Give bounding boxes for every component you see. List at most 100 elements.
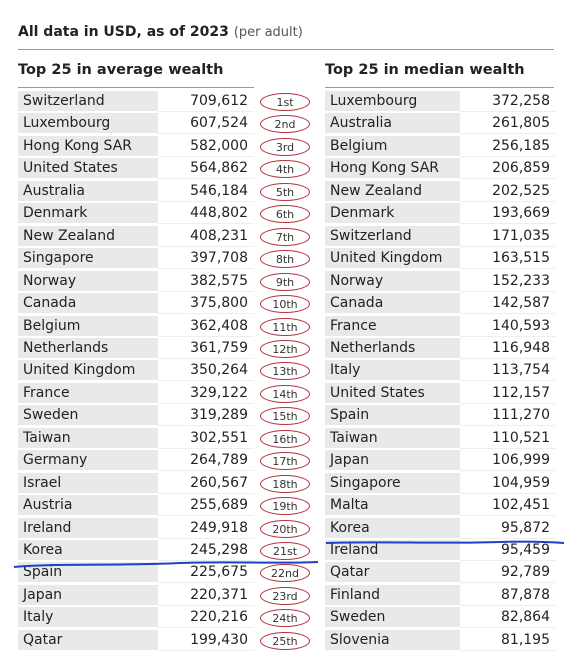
rank: 13th (260, 362, 310, 381)
median-header: Top 25 in median wealth (325, 62, 525, 78)
rank: 24th (260, 609, 310, 628)
wealth: 104,959 (460, 473, 556, 494)
wealth: 220,216 (158, 607, 254, 629)
country: Qatar (325, 562, 460, 584)
country: Luxembourg (18, 113, 158, 135)
country: Sweden (325, 607, 460, 629)
rank: 25th (260, 631, 310, 650)
wealth: 382,575 (158, 271, 254, 292)
rank: 21st (260, 542, 310, 560)
wealth: 264,789 (158, 450, 254, 472)
wealth: 448,802 (158, 203, 254, 225)
country: Belgium (18, 315, 158, 337)
country: France (325, 315, 460, 337)
country: New Zealand (325, 180, 460, 202)
country: Netherlands (325, 337, 460, 359)
country: Singapore (325, 472, 460, 494)
wealth: 361,759 (158, 338, 254, 359)
wealth: 202,525 (460, 181, 556, 202)
rank: 5th (260, 182, 310, 201)
country: Hong Kong SAR (18, 135, 158, 157)
country: Japan (18, 584, 158, 606)
country: Luxembourg (325, 91, 460, 112)
country: United States (325, 382, 460, 404)
wealth: 102,451 (460, 495, 556, 517)
subtitle: (per adult) (233, 25, 303, 40)
country: Australia (325, 113, 460, 135)
wealth: 564,862 (158, 158, 254, 180)
wealth: 261,805 (460, 113, 556, 135)
wealth: 225,675 (158, 562, 254, 584)
wealth: 582,000 (158, 136, 254, 157)
country: Norway (18, 270, 158, 292)
country: Sweden (18, 405, 158, 427)
wealth: 140,593 (460, 316, 556, 337)
rank: 14th (260, 384, 310, 403)
country: Taiwan (18, 427, 158, 449)
rank: 16th (260, 429, 310, 448)
wealth: 171,035 (460, 226, 556, 247)
country: Ireland (18, 517, 158, 539)
wealth: 375,800 (158, 293, 254, 315)
country: Korea (325, 517, 460, 539)
country: Netherlands (18, 337, 158, 359)
wealth: 302,551 (158, 428, 254, 449)
wealth: 255,689 (158, 495, 254, 517)
wealth: 199,430 (158, 630, 254, 651)
country: Belgium (325, 135, 460, 157)
rank: 22nd (260, 564, 310, 583)
wealth: 87,878 (460, 585, 556, 606)
rank: 18th (260, 474, 310, 493)
wealth: 220,371 (158, 585, 254, 606)
wealth: 92,789 (460, 562, 556, 584)
wealth: 111,270 (460, 405, 556, 427)
rank: 1st (260, 93, 310, 111)
title-text: All data in USD, as of 2023 (18, 24, 229, 40)
country: United Kingdom (325, 248, 460, 270)
average-header: Top 25 in average wealth (18, 62, 224, 78)
rank: 10th (260, 295, 310, 314)
wealth: 256,185 (460, 136, 556, 157)
wealth: 260,567 (158, 473, 254, 494)
rank: 17th (260, 452, 310, 471)
country: Ireland (325, 540, 460, 561)
country: Switzerland (325, 225, 460, 247)
rank: 6th (260, 205, 310, 224)
wealth: 245,298 (158, 540, 254, 561)
rank: 3rd (260, 137, 310, 156)
wealth: 329,122 (158, 383, 254, 404)
wealth: 319,289 (158, 405, 254, 427)
country: United States (18, 158, 158, 180)
rank: 7th (260, 227, 310, 246)
rank: 15th (260, 407, 310, 426)
country: Japan (325, 450, 460, 472)
wealth: 249,918 (158, 518, 254, 539)
country: Norway (325, 270, 460, 292)
country: Spain (325, 405, 460, 427)
country: Slovenia (325, 629, 460, 651)
wealth: 362,408 (158, 316, 254, 337)
hand-underline (13, 561, 319, 568)
wealth: 95,459 (460, 540, 556, 561)
rank: 12th (260, 339, 310, 358)
wealth: 82,864 (460, 607, 556, 629)
rank: 8th (260, 250, 310, 269)
wealth: 113,754 (460, 360, 556, 382)
wealth: 106,999 (460, 450, 556, 472)
country: Israel (18, 472, 158, 494)
wealth: 116,948 (460, 338, 556, 359)
wealth: 546,184 (158, 181, 254, 202)
wealth: 81,195 (460, 630, 556, 651)
rank: 23rd (260, 586, 310, 605)
wealth: 372,258 (460, 91, 556, 112)
rank: 20th (260, 519, 310, 538)
country: Switzerland (18, 91, 158, 112)
country: Canada (18, 293, 158, 315)
divider (325, 87, 554, 88)
divider (18, 87, 254, 88)
rank: 2nd (260, 115, 310, 134)
country: Korea (18, 540, 158, 561)
country: Italy (18, 607, 158, 629)
wealth: 163,515 (460, 248, 556, 270)
